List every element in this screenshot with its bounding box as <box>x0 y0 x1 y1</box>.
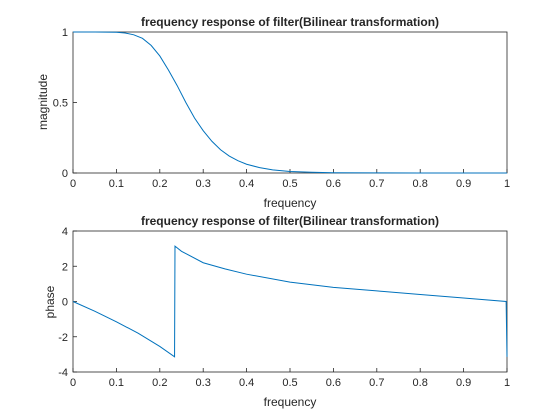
phase-x-tick-label: 0.5 <box>282 377 297 389</box>
phase-x-tick-label: 0.8 <box>413 377 428 389</box>
magnitude-x-tick-label: 0.2 <box>152 178 167 190</box>
magnitude-subplot: frequency response of filter(Bilinear tr… <box>36 15 510 210</box>
magnitude-x-tick-label: 0.3 <box>196 178 211 190</box>
phase-plot-title: frequency response of filter(Bilinear tr… <box>141 214 439 228</box>
magnitude-y-ticks: 00.51 <box>53 27 77 180</box>
phase-y-axis-label: phase <box>43 285 57 318</box>
magnitude-x-tick-label: 1 <box>504 178 510 190</box>
magnitude-x-tick-label: 0.8 <box>413 178 428 190</box>
magnitude-x-tick-label: 0.6 <box>326 178 341 190</box>
phase-y-tick-label: -2 <box>58 332 68 344</box>
magnitude-x-tick-label: 0.7 <box>369 178 384 190</box>
magnitude-x-tick-label: 0.4 <box>239 178 254 190</box>
phase-axes-box <box>72 230 508 373</box>
magnitude-curve <box>73 31 507 174</box>
magnitude-x-tick-label: 0 <box>70 178 76 190</box>
magnitude-y-tick-label: 1 <box>62 27 68 39</box>
phase-x-tick-label: 1 <box>504 377 510 389</box>
phase-x-tick-label: 0.9 <box>456 377 471 389</box>
magnitude-x-ticks: 0 0.1 0.2 0.3 0.4 0.5 0.6 0.7 0.8 0.9 1 <box>70 169 510 190</box>
phase-x-tick-label: 0.4 <box>239 377 254 389</box>
magnitude-x-tick-label: 0.5 <box>282 178 297 190</box>
magnitude-x-axis-label: frequency <box>264 196 317 210</box>
magnitude-y-tick-label: 0.5 <box>53 98 68 110</box>
phase-x-ticks: 0 0.1 0.2 0.3 0.4 0.5 0.6 0.7 0.8 0.9 1 <box>70 368 510 389</box>
magnitude-x-tick-label: 0.9 <box>456 178 471 190</box>
phase-x-tick-label: 0 <box>70 377 76 389</box>
magnitude-plot-title: frequency response of filter(Bilinear tr… <box>141 15 439 29</box>
phase-x-tick-label: 0.1 <box>109 377 124 389</box>
phase-x-tick-label: 0.2 <box>152 377 167 389</box>
magnitude-y-tick-label: 0 <box>62 168 68 180</box>
magnitude-y-axis-label: magnitude <box>36 74 50 130</box>
phase-x-tick-label: 0.6 <box>326 377 341 389</box>
phase-y-ticks: -4 -2 0 2 4 <box>58 226 77 379</box>
phase-x-axis-label: frequency <box>264 395 317 409</box>
phase-y-tick-label: 0 <box>62 297 68 309</box>
phase-subplot: frequency response of filter(Bilinear tr… <box>43 214 510 409</box>
phase-curve <box>72 245 508 358</box>
phase-y-tick-label: 2 <box>62 261 68 273</box>
phase-y-tick-label: 4 <box>62 226 68 238</box>
magnitude-axes-box <box>72 31 508 174</box>
phase-y-tick-label: -4 <box>58 367 68 379</box>
phase-x-tick-label: 0.7 <box>369 377 384 389</box>
phase-x-tick-label: 0.3 <box>196 377 211 389</box>
magnitude-x-tick-label: 0.1 <box>109 178 124 190</box>
